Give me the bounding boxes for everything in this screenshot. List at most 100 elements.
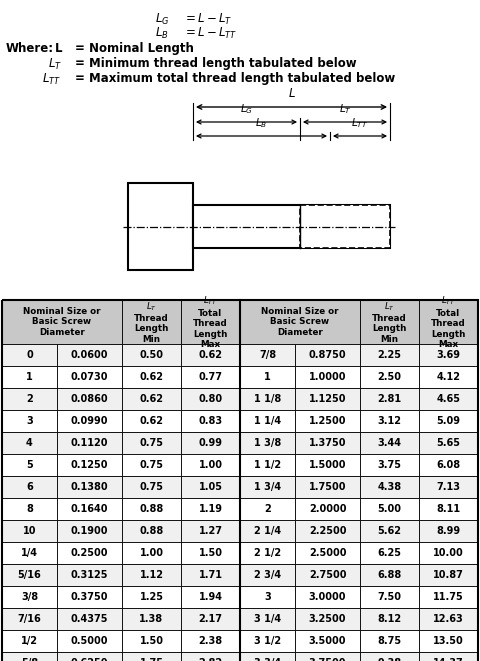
Bar [360,344,419,366]
Bar [360,542,419,564]
Text: 1.38: 1.38 [139,614,164,624]
Bar [240,608,295,630]
Text: 3.75: 3.75 [377,460,401,470]
Bar [181,410,240,432]
Bar [57,608,122,630]
Text: 0.0730: 0.0730 [71,372,108,382]
Bar [360,388,419,410]
Bar [2,366,57,388]
Text: $L_G$: $L_G$ [155,12,169,27]
Bar [181,630,240,652]
Bar [122,454,181,476]
Text: 8.12: 8.12 [377,614,402,624]
Bar [181,432,240,454]
Text: 0.83: 0.83 [198,416,223,426]
Bar [295,410,360,432]
Text: 0.1380: 0.1380 [71,482,108,492]
Bar [2,652,57,661]
Bar [240,498,295,520]
Bar [57,476,122,498]
Bar [2,300,478,661]
Bar [419,608,478,630]
Text: 6: 6 [26,482,33,492]
Text: 3 3/4: 3 3/4 [254,658,281,661]
Text: 3.7500: 3.7500 [309,658,346,661]
Bar [122,608,181,630]
Bar [360,410,419,432]
Bar [240,630,295,652]
Bar [240,652,295,661]
Text: 0.88: 0.88 [139,526,164,536]
Text: 5/16: 5/16 [18,570,41,580]
Bar [181,366,240,388]
Bar [181,498,240,520]
Bar [122,630,181,652]
Bar [419,300,478,344]
Bar [295,564,360,586]
Bar [2,410,57,432]
Bar [295,498,360,520]
Bar [57,630,122,652]
Bar [419,586,478,608]
Bar [240,586,295,608]
Bar [2,564,57,586]
Bar [57,344,122,366]
Text: 1 1/8: 1 1/8 [254,394,281,404]
Bar [419,520,478,542]
Bar [360,652,419,661]
Text: 3.12: 3.12 [377,416,401,426]
Bar [2,630,57,652]
Text: 3: 3 [264,592,271,602]
Bar [360,454,419,476]
Bar [122,388,181,410]
Text: 1.0000: 1.0000 [309,372,346,382]
Text: 1.19: 1.19 [199,504,223,514]
Bar [240,432,295,454]
Text: 1.50: 1.50 [140,636,164,646]
Bar [360,432,419,454]
Bar [360,300,419,344]
Text: 1.75: 1.75 [140,658,164,661]
Text: 0.75: 0.75 [140,460,164,470]
Text: 13.50: 13.50 [433,636,464,646]
Bar [122,410,181,432]
Text: 3.5000: 3.5000 [309,636,346,646]
Text: $L_{TT}$: $L_{TT}$ [42,72,61,87]
Text: 1.7500: 1.7500 [309,482,346,492]
Text: 4.38: 4.38 [377,482,402,492]
Text: 7/16: 7/16 [18,614,41,624]
Text: 1.3750: 1.3750 [309,438,346,448]
Bar [295,652,360,661]
Text: 4: 4 [26,438,33,448]
Bar [360,476,419,498]
Bar [181,454,240,476]
Text: 8.99: 8.99 [436,526,461,536]
Bar [295,608,360,630]
Text: $L_T$: $L_T$ [339,102,351,116]
Bar [57,388,122,410]
Bar [360,520,419,542]
Text: = Minimum thread length tabulated below: = Minimum thread length tabulated below [75,57,357,70]
Text: $L_{TT}$
Total
Thread
Length
Max: $L_{TT}$ Total Thread Length Max [193,295,228,349]
Bar [2,586,57,608]
Bar [122,652,181,661]
Text: $L_{TT}$
Total
Thread
Length
Max: $L_{TT}$ Total Thread Length Max [431,295,466,349]
Bar [240,366,295,388]
Text: 1 3/4: 1 3/4 [254,482,281,492]
Text: 5.09: 5.09 [436,416,460,426]
Bar [295,586,360,608]
Bar [57,432,122,454]
Bar [2,388,57,410]
Bar [57,564,122,586]
Text: $= L - L_{TT}$: $= L - L_{TT}$ [183,26,238,41]
Bar [122,564,181,586]
Text: 0: 0 [26,350,33,360]
Text: 1.1250: 1.1250 [309,394,346,404]
Bar [419,410,478,432]
Text: 1.50: 1.50 [199,548,223,558]
Bar [360,608,419,630]
Bar [295,432,360,454]
Bar [419,652,478,661]
Text: 2: 2 [264,504,271,514]
Text: 1.05: 1.05 [199,482,223,492]
